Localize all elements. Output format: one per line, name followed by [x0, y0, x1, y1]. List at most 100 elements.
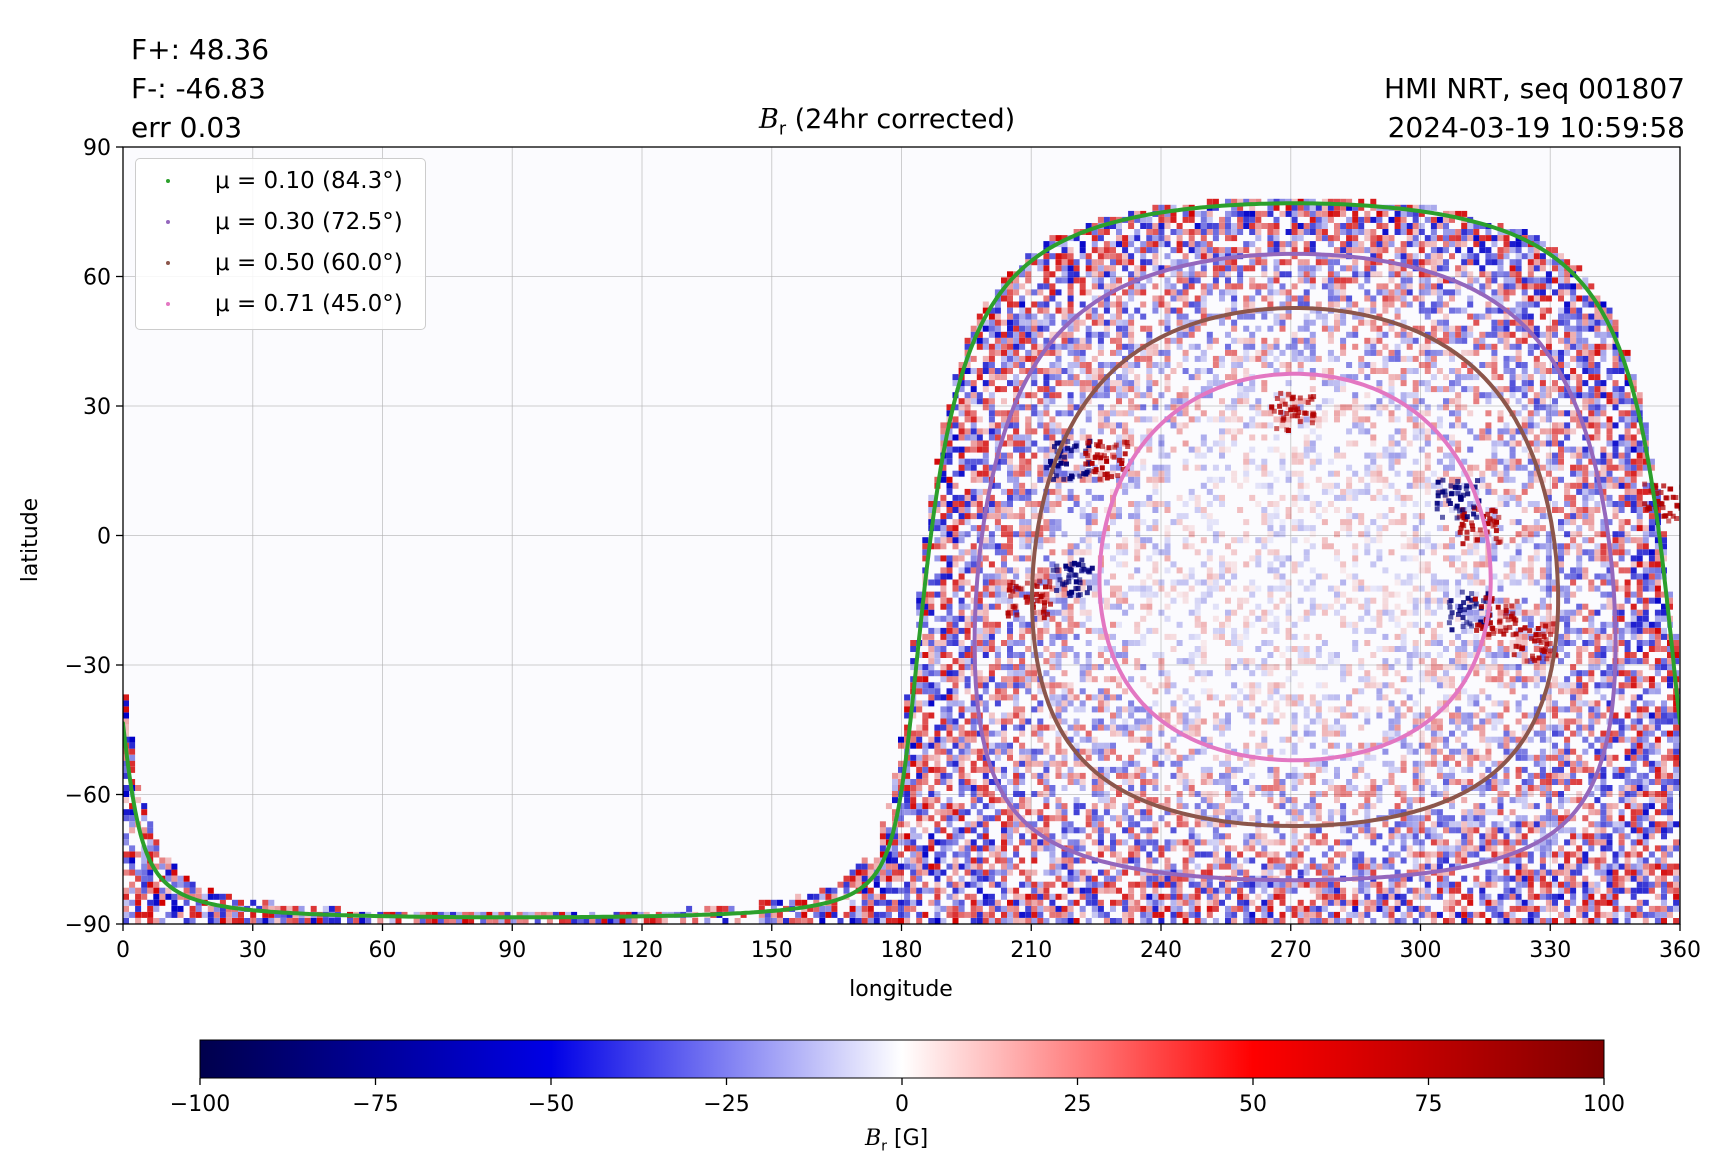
field-pixel [1522, 815, 1528, 821]
field-pixel [1019, 773, 1025, 779]
field-pixel [1068, 882, 1074, 888]
field-pixel [1243, 761, 1249, 767]
field-pixel [1068, 906, 1074, 912]
field-pixel [1158, 725, 1164, 731]
field-pixel [1558, 561, 1564, 567]
field-pixel [1146, 900, 1152, 906]
field-pixel [1013, 676, 1019, 682]
field-pixel [995, 652, 1001, 658]
field-pixel [1667, 803, 1673, 809]
field-pixel [1516, 670, 1522, 676]
field-pixel [995, 580, 1001, 586]
field-pixel [1225, 833, 1231, 839]
field-pixel [1074, 870, 1080, 876]
field-pixel [1056, 664, 1062, 670]
field-pixel [1261, 743, 1267, 749]
field-pixel [959, 616, 965, 622]
field-pixel [1340, 815, 1346, 821]
field-pixel [1522, 797, 1528, 803]
field-pixel [1049, 845, 1055, 851]
field-pixel [1213, 604, 1219, 610]
field-pixel [1201, 791, 1207, 797]
field-pixel [1413, 761, 1419, 767]
field-pixel [1225, 658, 1231, 664]
field-pixel [1158, 761, 1164, 767]
field-pixel [1631, 737, 1637, 743]
field-pixel [1431, 821, 1437, 827]
field-pixel [1419, 864, 1425, 870]
field-pixel [819, 894, 825, 900]
field-pixel [1243, 870, 1249, 876]
field-pixel [1528, 821, 1534, 827]
field-pixel [916, 809, 922, 815]
field-pixel [1455, 900, 1461, 906]
field-pixel [1171, 900, 1177, 906]
field-pixel [934, 592, 940, 598]
field-pixel [947, 555, 953, 561]
field-pixel [1328, 743, 1334, 749]
field-pixel [1425, 592, 1431, 598]
field-pixel [1177, 912, 1183, 918]
field-pixel [947, 845, 953, 851]
field-pixel [1146, 731, 1152, 737]
field-pixel [1534, 821, 1540, 827]
field-pixel [1340, 670, 1346, 676]
field-pixel [910, 852, 916, 858]
field-pixel [123, 791, 129, 797]
field-pixel [1068, 555, 1074, 561]
field-pixel [1619, 785, 1625, 791]
field-pixel [995, 858, 1001, 864]
field-pixel [971, 706, 977, 712]
field-pixel [1413, 827, 1419, 833]
field-pixel [1510, 894, 1516, 900]
field-pixel [1498, 906, 1504, 912]
field-pixel [1504, 561, 1510, 567]
field-pixel [1455, 658, 1461, 664]
field-pixel [1431, 634, 1437, 640]
field-pixel [1358, 870, 1364, 876]
field-pixel [1649, 688, 1655, 694]
field-pixel [1225, 888, 1231, 894]
field-pixel [1340, 858, 1346, 864]
field-pixel [1613, 719, 1619, 725]
field-pixel [1576, 567, 1582, 573]
field-pixel [1413, 779, 1419, 785]
field-pixel [1068, 725, 1074, 731]
field-pixel [1104, 749, 1110, 755]
field-pixel [1425, 888, 1431, 894]
field-pixel [147, 900, 153, 906]
field-pixel [819, 912, 825, 918]
field-pixel [1007, 743, 1013, 749]
field-pixel [1643, 652, 1649, 658]
field-pixel [1540, 604, 1546, 610]
field-pixel [898, 870, 904, 876]
field-pixel [1001, 749, 1007, 755]
field-pixel [1401, 858, 1407, 864]
field-pixel [959, 574, 965, 580]
field-pixel [922, 700, 928, 706]
field-pixel [1116, 725, 1122, 731]
field-pixel [1165, 749, 1171, 755]
field-pixel [1661, 900, 1667, 906]
field-pixel [1582, 864, 1588, 870]
field-pixel [1358, 803, 1364, 809]
field-pixel [1413, 906, 1419, 912]
field-pixel [947, 610, 953, 616]
field-pixel [1056, 700, 1062, 706]
field-pixel [1431, 725, 1437, 731]
field-pixel [1376, 797, 1382, 803]
field-pixel [1304, 652, 1310, 658]
field-pixel [1074, 797, 1080, 803]
field-pixel [1056, 694, 1062, 700]
field-pixel [940, 870, 946, 876]
field-pixel [1376, 900, 1382, 906]
field-pixel [1461, 845, 1467, 851]
field-pixel [1298, 700, 1304, 706]
field-pixel [1607, 821, 1613, 827]
field-pixel [1667, 670, 1673, 676]
field-pixel [141, 870, 147, 876]
field-pixel [959, 586, 965, 592]
field-pixel [1546, 894, 1552, 900]
field-pixel [1661, 719, 1667, 725]
field-pixel [1104, 876, 1110, 882]
